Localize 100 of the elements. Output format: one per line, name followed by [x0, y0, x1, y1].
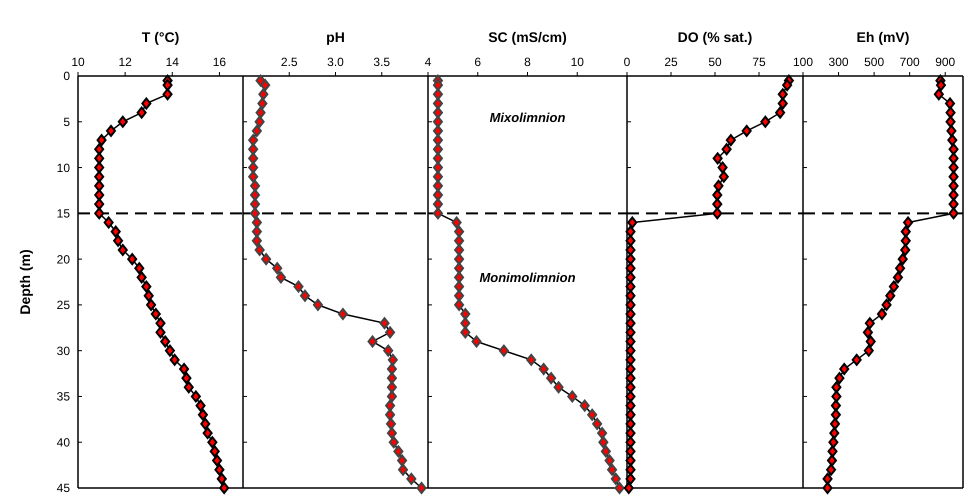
point: [104, 216, 114, 228]
point: [190, 390, 201, 402]
point: [256, 106, 266, 119]
point: [626, 290, 636, 302]
point: [852, 354, 862, 366]
point: [184, 381, 194, 394]
point: [948, 152, 959, 164]
point: [626, 244, 636, 256]
point: [207, 436, 218, 448]
point: [388, 354, 398, 366]
point: [626, 400, 636, 412]
point: [200, 418, 210, 430]
point: [385, 408, 396, 421]
point: [712, 189, 722, 202]
point: [156, 317, 166, 330]
point: [627, 216, 638, 228]
point: [94, 198, 104, 210]
point: [614, 482, 625, 494]
point: [454, 226, 464, 238]
annotation: Monimolimnion: [479, 270, 576, 285]
point: [831, 381, 842, 394]
point: [248, 134, 258, 146]
point: [934, 88, 944, 100]
point: [212, 454, 222, 467]
point: [604, 454, 615, 467]
x-tick-label: 500: [864, 55, 884, 69]
point: [626, 354, 636, 366]
point: [712, 152, 723, 164]
point: [834, 372, 844, 384]
x-tick-label: 10: [570, 55, 584, 69]
point: [598, 436, 608, 448]
annotation: Mixolimnion: [490, 110, 566, 125]
y-tick-label: 20: [56, 252, 70, 266]
y-tick-label: 0: [63, 69, 70, 84]
point: [626, 408, 636, 421]
point: [718, 162, 728, 174]
point: [254, 116, 265, 128]
point: [156, 326, 166, 338]
point: [210, 445, 220, 458]
point: [432, 207, 443, 220]
point: [432, 170, 443, 183]
point: [760, 116, 770, 128]
point: [393, 445, 404, 458]
point: [454, 271, 464, 284]
point: [454, 298, 464, 311]
point: [94, 162, 104, 174]
y-tick-label: 10: [56, 160, 70, 175]
x-axis-title: Eh (mV): [856, 29, 910, 45]
point: [830, 418, 840, 430]
point: [386, 390, 397, 402]
point: [432, 124, 443, 137]
point: [96, 134, 107, 146]
point: [626, 472, 636, 485]
point: [900, 244, 910, 256]
point: [947, 134, 958, 146]
point: [248, 152, 258, 164]
point: [822, 472, 833, 485]
point: [385, 400, 396, 412]
point: [580, 400, 590, 412]
point: [454, 280, 464, 293]
point: [179, 362, 190, 375]
y-tick-label: 35: [56, 390, 70, 404]
point: [864, 317, 875, 330]
point: [526, 354, 536, 366]
point: [181, 372, 192, 384]
y-tick-label: 45: [56, 481, 70, 496]
point: [432, 88, 443, 100]
y-tick-label: 30: [56, 344, 70, 358]
point: [876, 308, 887, 320]
point: [432, 189, 443, 202]
point: [144, 290, 154, 302]
x-axis-title: SC (mS/cm): [488, 29, 567, 45]
point: [822, 482, 833, 494]
point: [712, 198, 722, 210]
x-tick-label: 75: [752, 55, 766, 69]
point: [134, 262, 144, 274]
point: [718, 170, 729, 183]
point: [141, 280, 152, 293]
point: [895, 262, 906, 274]
point: [472, 336, 482, 348]
x-tick-label: 4: [424, 55, 432, 69]
point: [162, 88, 173, 100]
point: [94, 180, 104, 192]
x-tick-label: 16: [212, 55, 226, 69]
point: [828, 445, 838, 458]
point: [250, 180, 260, 192]
point: [386, 418, 396, 430]
point: [252, 124, 262, 137]
x-tick-label: 3.0: [327, 55, 344, 69]
point: [936, 79, 946, 92]
point: [118, 116, 128, 128]
point: [946, 106, 956, 119]
point: [626, 390, 636, 402]
x-tick-label: 14: [166, 55, 180, 69]
point: [258, 88, 268, 100]
point: [862, 326, 873, 338]
point: [714, 180, 724, 192]
point: [626, 418, 636, 430]
point: [587, 408, 598, 421]
point: [626, 362, 636, 375]
